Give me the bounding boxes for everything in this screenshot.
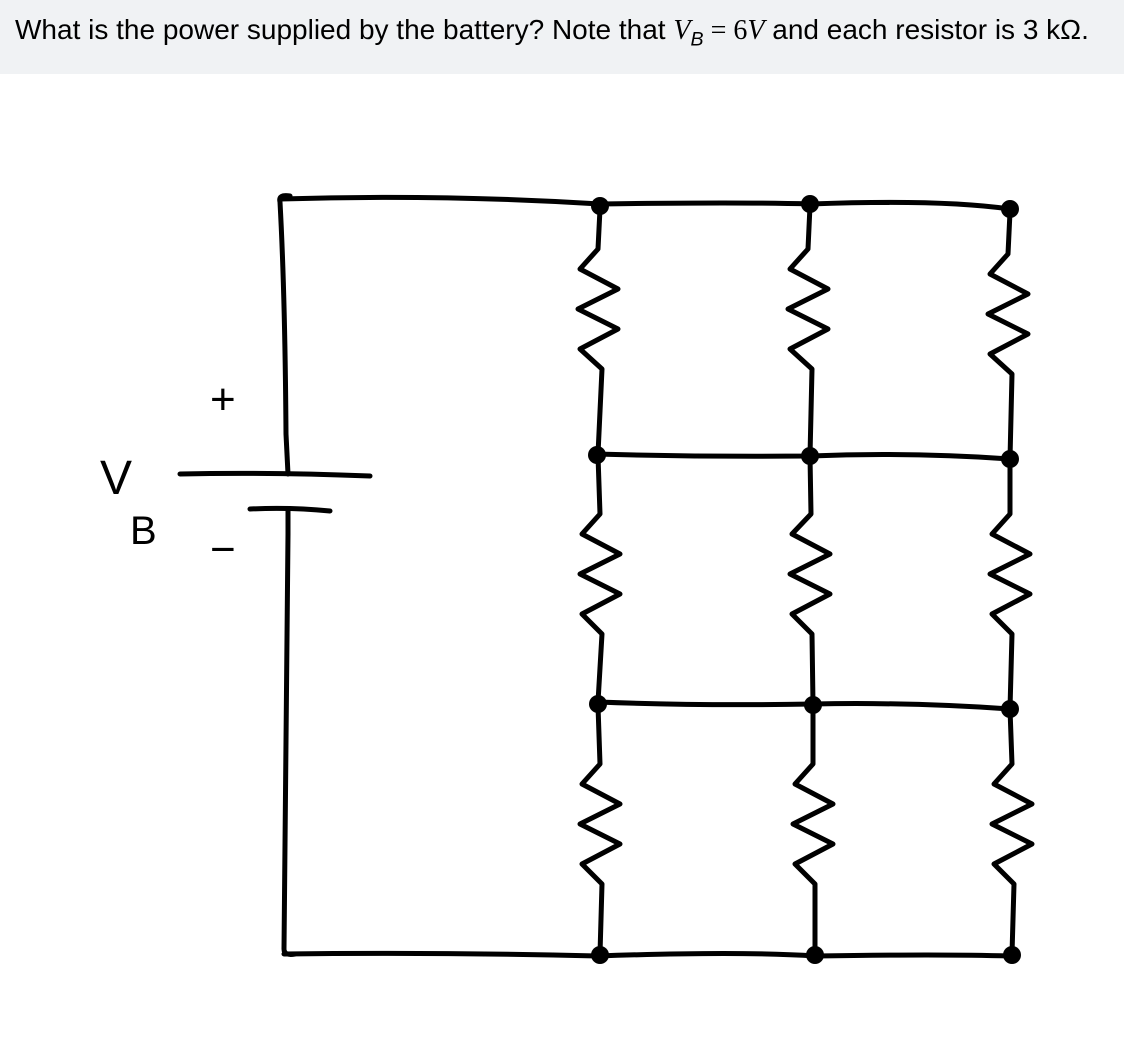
question-p3: and each resistor is 3 kΩ. (764, 14, 1088, 45)
resistor-r2c3 (990, 459, 1030, 709)
battery-plus: + (210, 375, 236, 424)
wire-battery-top (280, 196, 290, 474)
resistor-r1c3 (988, 212, 1028, 459)
resistor-r3c1 (580, 706, 620, 954)
node-bot-c1 (591, 946, 609, 964)
node-bot-c3 (1003, 946, 1021, 964)
node-top-c3 (1001, 200, 1019, 218)
wire-mid-rail-2 (598, 702, 1010, 709)
wire-battery-bottom (284, 534, 295, 954)
battery-symbol (180, 473, 370, 534)
question-sub: B (690, 29, 703, 51)
resistor-r2c2 (790, 456, 830, 704)
battery-symbol-V: V (100, 452, 132, 505)
node-bot-c2 (806, 946, 824, 964)
node-mid2-c1 (589, 695, 607, 713)
wire-bottom-rail (284, 953, 1010, 956)
battery-minus: − (210, 525, 236, 574)
question-p1: What is the power supplied by the batter… (15, 14, 673, 45)
resistor-r3c2 (793, 706, 833, 954)
wire-top-rail (280, 197, 1010, 209)
resistor-r3c3 (992, 709, 1032, 954)
question-var: V (673, 15, 690, 46)
resistor-r2c1 (580, 456, 620, 702)
node-mid1-c1 (588, 446, 606, 464)
node-mid1-c3 (1001, 450, 1019, 468)
circuit-diagram: V B + − (40, 94, 1084, 1014)
question-p2: = 6 (704, 15, 748, 46)
node-mid1-c2 (801, 447, 819, 465)
battery-symbol-B: B (130, 509, 157, 553)
node-mid2-c3 (1001, 700, 1019, 718)
resistor-r1c2 (788, 206, 828, 456)
node-mid2-c2 (804, 696, 822, 714)
resistor-r1c1 (578, 209, 618, 454)
node-top-c2 (801, 195, 819, 213)
question-text: What is the power supplied by the batter… (0, 0, 1124, 74)
node-top-c1 (591, 197, 609, 215)
question-varV: V (747, 15, 764, 46)
circuit-diagram-container: V B + − (0, 74, 1124, 1039)
